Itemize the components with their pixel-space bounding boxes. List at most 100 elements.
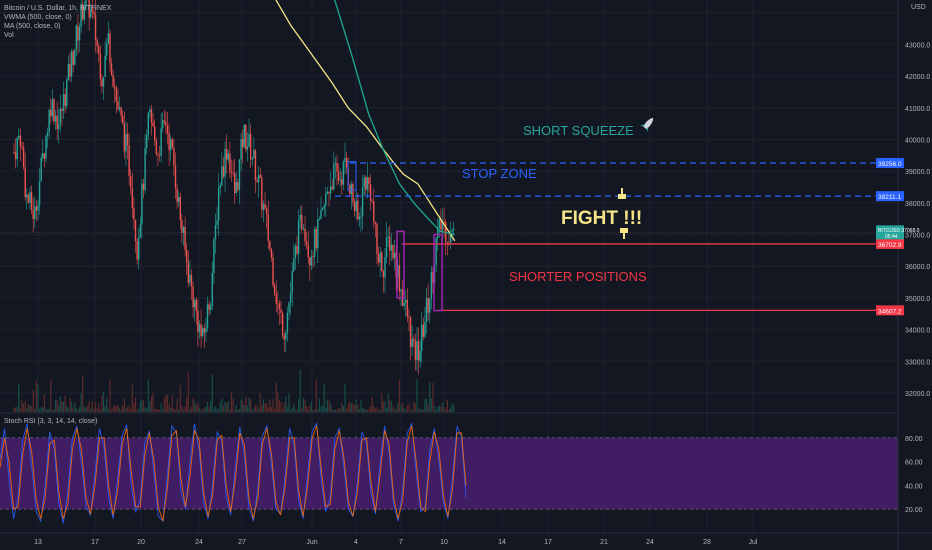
- currency-label: USD: [911, 4, 926, 11]
- volume-bar: [253, 408, 255, 412]
- volume-bar: [150, 396, 153, 412]
- candle-body: [289, 292, 292, 303]
- candle-body: [64, 93, 66, 106]
- candle-body: [371, 200, 373, 202]
- volume-bar: [50, 379, 52, 412]
- volume-bar: [187, 371, 189, 412]
- candle-body: [225, 148, 228, 160]
- volume-bar: [128, 405, 130, 412]
- candle-body: [241, 139, 244, 148]
- volume-bar: [254, 404, 257, 412]
- volume-bar: [441, 402, 444, 412]
- candle-body: [270, 248, 273, 258]
- time-tick-label: 17: [91, 539, 99, 546]
- candle-body: [170, 139, 172, 151]
- candle-body: [413, 338, 415, 341]
- candle-body: [112, 74, 114, 87]
- volume-bar: [208, 406, 210, 412]
- price-tick-label: 41000.0: [905, 106, 930, 113]
- volume-bar: [453, 404, 455, 412]
- volume-bar: [58, 405, 60, 412]
- candle-body: [430, 272, 433, 299]
- volume-bar: [350, 403, 352, 412]
- candle-body: [181, 220, 183, 233]
- candle-body: [449, 231, 452, 243]
- legend-vwma: VWMA (500, close, 0): [4, 14, 72, 21]
- candle-body: [278, 303, 281, 310]
- candle-body: [443, 221, 445, 223]
- volume-bar: [184, 406, 186, 412]
- time-tick-label: 21: [600, 539, 608, 546]
- price-level-tag: [876, 238, 904, 249]
- volume-bar: [296, 409, 298, 412]
- volume-bar: [337, 408, 340, 412]
- time-tick-label: 17: [544, 539, 552, 546]
- candle-body: [352, 183, 354, 203]
- volume-bar: [27, 403, 29, 412]
- ma-line: [334, 0, 455, 236]
- price-level-tag: [876, 191, 904, 202]
- volume-bar: [246, 405, 249, 412]
- candle-body: [136, 240, 138, 260]
- price-tick-label: 40000.0: [905, 137, 930, 144]
- candle-body: [195, 300, 197, 312]
- time-tick-label: 28: [703, 539, 711, 546]
- candle-body: [34, 206, 36, 220]
- volume-bar: [62, 401, 65, 412]
- volume-bar: [222, 406, 225, 412]
- volume-bar: [403, 407, 405, 412]
- volume-bar: [440, 406, 442, 412]
- rsi-tick-label: 40.00: [905, 483, 923, 490]
- candle-body: [374, 222, 377, 225]
- volume-bar: [59, 396, 61, 412]
- volume-bar: [146, 408, 148, 412]
- candle-body: [309, 257, 311, 266]
- volume-bar: [157, 409, 159, 412]
- rsi-line-d: [0, 425, 467, 522]
- candle-body: [425, 298, 428, 322]
- volume-bar: [126, 406, 129, 412]
- volume-bar: [318, 398, 321, 412]
- volume-bar: [98, 402, 100, 412]
- candle-body: [154, 126, 156, 141]
- time-tick-label: 13: [34, 539, 42, 546]
- volume-bar: [432, 382, 434, 412]
- volume-bar: [368, 408, 370, 412]
- candle-body: [18, 135, 20, 138]
- volume-bar: [357, 404, 359, 412]
- volume-bar: [158, 409, 161, 412]
- candle-body: [58, 123, 60, 130]
- volume-bar: [149, 401, 151, 412]
- candle-body: [203, 328, 205, 333]
- price-tick-label: 33000.0: [905, 359, 930, 366]
- candle-body: [216, 220, 218, 226]
- volume-bar: [168, 404, 170, 412]
- volume-bar: [107, 409, 109, 412]
- volume-bar: [298, 399, 300, 412]
- volume-bar: [270, 406, 273, 412]
- volume-bar: [88, 401, 90, 412]
- volume-bar: [245, 397, 247, 412]
- candle-body: [334, 162, 337, 165]
- volume-bar: [18, 383, 20, 412]
- volume-bar: [221, 398, 223, 412]
- volume-bar: [437, 407, 439, 412]
- volume-bar: [339, 408, 341, 412]
- candle-body: [114, 86, 116, 89]
- volume-bar: [242, 401, 244, 412]
- volume-bar: [154, 408, 156, 412]
- rocket-icon: [640, 117, 654, 132]
- candle-body: [360, 215, 362, 217]
- volume-bar: [353, 405, 356, 412]
- volume-bar: [414, 403, 416, 412]
- volume-bars: [13, 369, 455, 412]
- price-levels: [0, 162, 898, 312]
- candle-body: [130, 176, 132, 189]
- volume-bar: [294, 409, 297, 412]
- volume-bar: [390, 401, 392, 412]
- volume-bar: [122, 405, 124, 412]
- volume-bar: [186, 396, 188, 412]
- volume-bar: [61, 402, 63, 412]
